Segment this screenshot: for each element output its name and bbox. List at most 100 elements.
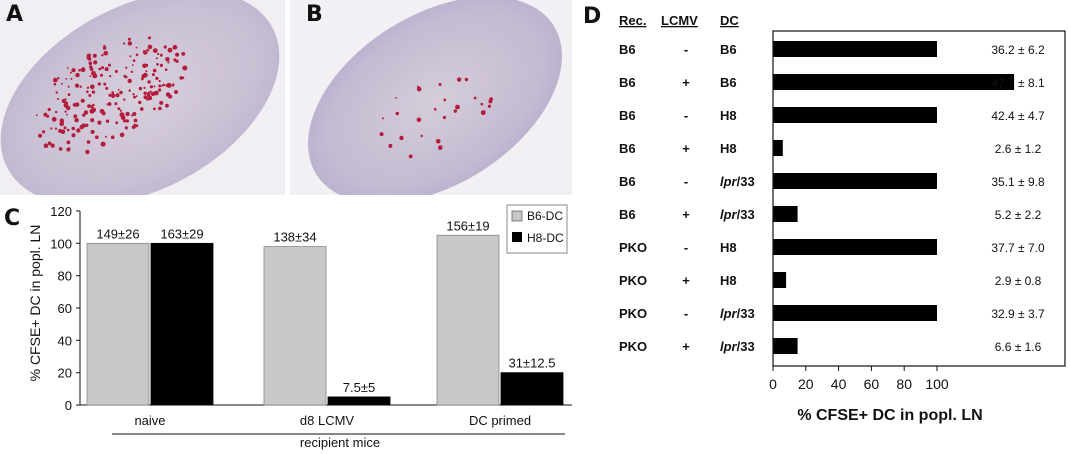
legend-label-b6-dc: B6-DC xyxy=(527,209,563,223)
stained-cell xyxy=(84,123,89,128)
stained-cell xyxy=(168,94,173,99)
stained-cell xyxy=(158,88,162,92)
plot-frame xyxy=(772,30,1066,367)
stained-cell xyxy=(110,93,116,99)
stained-cell xyxy=(65,78,68,80)
legend: B6-DC H8-DC xyxy=(506,204,568,254)
stained-cell xyxy=(140,107,144,111)
bar-h8-dc-0 xyxy=(150,242,214,406)
stained-cell xyxy=(135,46,138,49)
panel-label-a: A xyxy=(6,2,24,27)
stained-cell xyxy=(395,111,399,116)
stained-cell xyxy=(70,77,73,80)
category-label-naive: naive xyxy=(134,413,165,428)
stained-cell xyxy=(152,68,157,73)
row-dc-italic: lpr xyxy=(720,339,738,354)
stained-cell xyxy=(102,46,107,50)
stained-cell xyxy=(104,67,109,72)
y-tick-label: 100 xyxy=(50,236,72,251)
stained-cell xyxy=(167,47,173,53)
x-axis-title: % CFSE+ DC in popl. LN xyxy=(797,407,982,424)
stained-cell xyxy=(95,135,99,139)
bar-b6-dc-0 xyxy=(86,242,150,406)
y-tick-label: 0 xyxy=(65,398,72,413)
stained-cell xyxy=(86,86,90,90)
stained-cell xyxy=(433,108,437,111)
stained-cell xyxy=(117,89,120,91)
stained-cell xyxy=(86,90,89,94)
data-label: 149±26 xyxy=(96,226,139,241)
stained-cell xyxy=(89,65,93,69)
x-tick-label: 100 xyxy=(925,376,949,392)
stained-cell xyxy=(161,84,164,87)
stained-cell xyxy=(55,91,58,94)
row-dc-suffix: /33 xyxy=(737,174,755,189)
row-dc-suffix: B6 xyxy=(720,42,737,57)
stained-cell xyxy=(175,59,179,63)
stained-cell xyxy=(133,95,136,99)
stained-cell xyxy=(119,90,123,95)
stained-cell xyxy=(122,119,127,123)
stained-cell xyxy=(123,98,126,101)
stained-cell xyxy=(435,139,441,144)
stained-cell xyxy=(47,107,51,112)
bar-row-0 xyxy=(773,41,937,57)
row-rec: PKO xyxy=(619,240,647,255)
lymph-node-section xyxy=(308,0,562,195)
stained-cell xyxy=(152,48,158,53)
bar-row-5 xyxy=(773,206,798,222)
stained-cell xyxy=(182,65,188,71)
stained-cell xyxy=(90,118,95,123)
stained-cell xyxy=(174,90,178,94)
row-dc-suffix: H8 xyxy=(720,240,737,255)
stained-cell xyxy=(399,135,404,141)
y-tick-label: 20 xyxy=(58,366,72,381)
stained-cell xyxy=(158,106,162,111)
x-tick-label: 60 xyxy=(864,376,880,392)
stained-cell xyxy=(132,59,136,62)
stained-cell xyxy=(88,94,92,97)
stained-cell xyxy=(124,126,128,130)
stained-cell xyxy=(166,82,172,88)
legend-label-h8-dc: H8-DC xyxy=(527,231,564,245)
row-value-label: 6.6 ± 1.6 xyxy=(995,340,1042,354)
stained-cell xyxy=(71,126,76,131)
stained-cell xyxy=(127,41,133,46)
bar-chart-panel-c: 0 20 40 60 80 100 120 149±26 163±29 138±34 7.5±5 1… xyxy=(27,204,572,450)
stained-cell xyxy=(138,100,142,105)
stained-cell xyxy=(50,127,53,130)
stained-cell xyxy=(115,121,118,125)
stained-cell xyxy=(78,69,81,72)
stained-cell xyxy=(74,118,79,123)
category-label-d8-lcmv: d8 LCMV xyxy=(300,413,355,428)
stained-cell xyxy=(146,98,149,101)
stained-cell xyxy=(74,83,80,88)
stained-cell xyxy=(155,76,159,80)
stained-cell xyxy=(105,86,109,90)
stained-cell xyxy=(103,82,107,86)
panel-label-d: D xyxy=(583,4,602,29)
stained-cell xyxy=(56,97,59,100)
bar-row-2 xyxy=(773,107,937,123)
bar-row-7 xyxy=(773,272,787,288)
stained-cell xyxy=(483,110,486,113)
row-value-label: 36.2 ± 6.2 xyxy=(991,43,1045,57)
stained-cell xyxy=(443,98,447,102)
row-rec: PKO xyxy=(619,273,647,288)
stained-cell xyxy=(175,52,180,57)
stained-cell xyxy=(420,134,423,138)
stained-cell xyxy=(438,145,443,150)
stained-cell xyxy=(100,73,103,77)
stained-cell xyxy=(119,132,125,138)
row-value-label: 47.7 ± 8.1 xyxy=(991,76,1045,90)
x-tick-label: 80 xyxy=(896,376,912,392)
stained-cell xyxy=(164,68,168,71)
row-value-label: 35.1 ± 9.8 xyxy=(991,175,1045,189)
red-stained-cells xyxy=(379,77,493,159)
stained-cell xyxy=(125,66,128,69)
stained-cell xyxy=(153,107,156,111)
row-dc-suffix: H8 xyxy=(720,273,737,288)
stained-cell xyxy=(129,55,132,58)
stained-cell xyxy=(151,73,155,77)
row-dc-suffix: /33 xyxy=(737,207,755,222)
